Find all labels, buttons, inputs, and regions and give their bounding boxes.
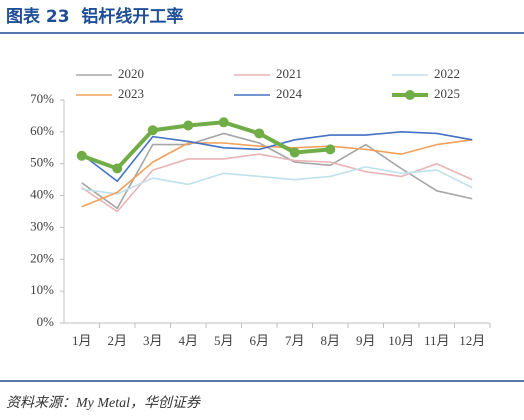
- point-marker: [147, 125, 158, 136]
- x-tick-label: 1月: [72, 333, 92, 348]
- point-marker: [76, 150, 87, 161]
- y-tick-label: 60%: [30, 123, 54, 138]
- y-tick-label: 40%: [30, 187, 54, 202]
- legend-label: 2023: [118, 86, 144, 101]
- legend-label: 2024: [276, 86, 303, 101]
- x-tick-label: 9月: [356, 333, 376, 348]
- chart-title: 图表 23 铝杆线开工率: [6, 6, 183, 27]
- x-tick-label: 2月: [107, 333, 127, 348]
- legend-label: 2021: [276, 66, 302, 81]
- x-tick-label: 10月: [388, 333, 414, 348]
- legend-marker: [405, 90, 415, 100]
- x-tick-label: 12月: [459, 333, 485, 348]
- point-marker: [218, 117, 229, 128]
- point-marker: [112, 163, 123, 174]
- x-tick-label: 7月: [285, 333, 305, 348]
- y-tick-label: 0%: [37, 314, 55, 329]
- series-line: [81, 139, 473, 208]
- series-line: [81, 120, 331, 171]
- x-tick-label: 6月: [249, 333, 269, 348]
- x-tick-label: 3月: [143, 333, 163, 348]
- x-tick-label: 11月: [424, 333, 450, 348]
- source: 资料来源：My Metal，华创证券: [6, 395, 201, 411]
- x-tick-label: 4月: [178, 333, 198, 348]
- legend-label: 2020: [118, 66, 144, 81]
- legend-label: 2022: [434, 66, 460, 81]
- y-tick-label: 50%: [30, 155, 54, 170]
- x-tick-label: 8月: [320, 333, 340, 348]
- legend-label: 2025: [434, 86, 460, 101]
- y-tick-label: 70%: [30, 91, 54, 106]
- y-tick-label: 10%: [30, 282, 54, 297]
- series-line: [81, 166, 473, 195]
- series-line: [81, 153, 473, 213]
- point-marker: [254, 128, 265, 139]
- y-tick-label: 30%: [30, 218, 54, 233]
- point-marker: [325, 144, 336, 155]
- point-marker: [289, 147, 300, 158]
- point-marker: [183, 120, 194, 131]
- x-tick-label: 5月: [214, 333, 234, 348]
- y-tick-label: 20%: [30, 250, 54, 265]
